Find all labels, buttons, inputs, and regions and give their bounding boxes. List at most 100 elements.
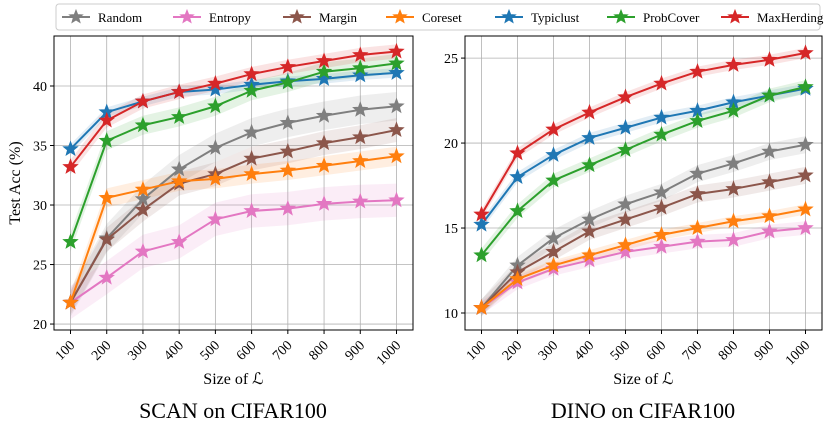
y-tick-label: 10 — [444, 307, 458, 322]
band-random — [481, 136, 806, 317]
data-point — [509, 270, 526, 286]
data-point — [134, 201, 152, 217]
series-line — [480, 52, 806, 215]
series-line — [69, 62, 397, 243]
data-point — [689, 63, 706, 79]
data-point — [352, 46, 369, 63]
data-point — [315, 107, 333, 123]
x-tick-label: 300 — [125, 338, 150, 363]
data-point — [725, 154, 742, 171]
star-marker-icon — [501, 8, 517, 24]
data-point — [761, 86, 778, 103]
legend-item-random: Random — [62, 8, 142, 25]
data-point — [797, 78, 814, 94]
data-point — [207, 170, 224, 186]
chart-title: DINO on CIFAR100 — [551, 398, 735, 423]
data-point — [170, 83, 188, 99]
star-marker-icon — [289, 8, 305, 24]
data-point — [725, 212, 742, 229]
data-point — [207, 139, 224, 155]
data-point — [207, 80, 224, 97]
data-point — [581, 156, 598, 173]
data-point — [170, 233, 188, 249]
data-point — [617, 210, 634, 227]
data-point — [581, 246, 598, 263]
data-point — [352, 101, 369, 117]
data-point — [545, 146, 562, 162]
series-coreset — [473, 200, 814, 315]
data-point — [797, 44, 814, 60]
x-axis-label: Size of ℒ — [613, 371, 673, 388]
legend-item-entropy: Entropy — [173, 8, 251, 25]
data-point — [243, 202, 260, 218]
data-point — [207, 74, 224, 91]
x-tick-label: 200 — [500, 338, 525, 363]
data-point — [315, 63, 333, 79]
data-point — [98, 189, 115, 205]
data-point — [761, 51, 778, 67]
data-point — [279, 161, 297, 178]
data-point — [545, 243, 562, 259]
legend-label: Typiclust — [531, 10, 580, 25]
data-point — [545, 256, 562, 273]
data-point — [352, 192, 369, 209]
series-entropy — [62, 191, 405, 310]
series-line — [480, 87, 806, 226]
data-point — [473, 299, 490, 315]
x-tick-label: 300 — [536, 338, 561, 363]
series-random — [62, 97, 405, 310]
x-axis-label: Size of ℒ — [203, 371, 263, 388]
data-point — [243, 82, 260, 98]
data-point — [352, 152, 369, 168]
data-point — [279, 73, 297, 90]
x-tick-label: 700 — [270, 338, 295, 363]
legend: Random Entropy Margin Coreset Typiclust ProbC… — [55, 3, 824, 31]
data-point — [581, 222, 598, 239]
data-point — [315, 134, 333, 151]
series-line — [69, 50, 397, 168]
legend-item-coreset: Coreset — [386, 8, 462, 25]
data-point — [617, 236, 634, 253]
series-line — [480, 174, 806, 309]
x-tick-label: 900 — [752, 338, 777, 363]
series-probcover — [62, 54, 405, 249]
x-tick-label: 1000 — [374, 338, 404, 368]
y-tick-label: 35 — [33, 140, 47, 155]
series-maxherding — [62, 42, 405, 174]
data-point — [243, 123, 260, 140]
data-point — [207, 210, 224, 227]
data-point — [725, 231, 742, 247]
star-marker-icon — [392, 8, 408, 24]
data-point — [509, 168, 526, 185]
data-point — [62, 233, 79, 249]
series-line — [480, 143, 806, 309]
data-point — [473, 246, 490, 263]
y-tick-label: 40 — [33, 80, 47, 95]
data-point — [761, 207, 778, 224]
legend-item-probcover: ProbCover — [607, 8, 700, 25]
series-maxherding — [473, 44, 814, 222]
x-tick-label: 400 — [162, 338, 187, 363]
data-point — [388, 121, 405, 138]
data-point — [279, 58, 297, 74]
data-point — [388, 147, 405, 164]
y-tick-label: 30 — [33, 199, 47, 214]
x-tick-label: 900 — [343, 338, 368, 363]
data-point — [689, 233, 706, 249]
data-point — [243, 149, 260, 166]
data-point — [617, 243, 634, 259]
x-tick-label: 500 — [198, 338, 223, 363]
data-point — [279, 142, 297, 159]
data-point — [581, 251, 598, 268]
data-point — [170, 108, 188, 124]
data-point — [725, 102, 742, 118]
data-point — [473, 205, 490, 222]
series-line — [69, 105, 397, 304]
data-point — [581, 103, 598, 120]
data-point — [581, 210, 598, 227]
series-margin — [62, 121, 405, 310]
y-axis-label: Test Acc (%) — [7, 141, 24, 224]
series-line — [69, 155, 397, 303]
series-random — [473, 136, 814, 315]
